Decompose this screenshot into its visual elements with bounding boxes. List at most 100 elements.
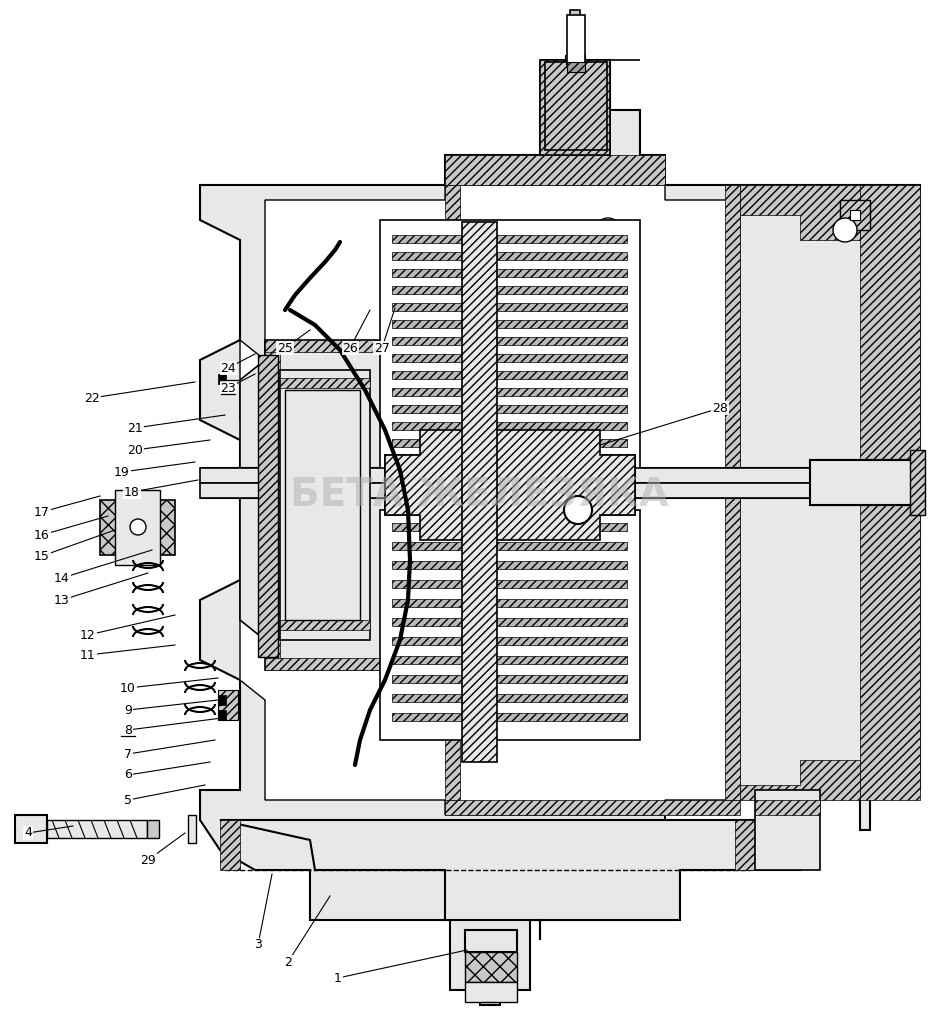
Bar (465, 952, 517, 982)
Text: 26: 26 (342, 341, 358, 355)
Text: 16: 16 (34, 529, 50, 542)
Text: 3: 3 (254, 938, 262, 951)
Text: 7: 7 (124, 748, 132, 761)
Text: 20: 20 (127, 444, 143, 457)
Bar (392, 456, 627, 464)
Bar (392, 580, 627, 588)
Bar (392, 252, 627, 260)
Bar (810, 460, 925, 505)
Bar (392, 523, 627, 531)
Polygon shape (240, 340, 460, 670)
Bar (567, 62, 585, 72)
Text: 19: 19 (114, 466, 129, 478)
Bar (280, 370, 370, 640)
Bar (445, 155, 665, 185)
Bar (860, 185, 920, 800)
Text: 23: 23 (220, 382, 236, 394)
Bar (850, 210, 860, 220)
Bar (218, 690, 238, 720)
Text: 1: 1 (334, 971, 342, 985)
Bar (15, 815, 47, 843)
Bar (392, 388, 627, 396)
Text: 13: 13 (54, 594, 69, 607)
Bar (445, 800, 740, 815)
Bar (392, 561, 627, 569)
Text: 27: 27 (374, 341, 390, 355)
Bar (392, 542, 627, 550)
Bar (392, 337, 627, 345)
Bar (392, 713, 627, 721)
Bar (755, 790, 820, 870)
Text: 14: 14 (54, 571, 69, 585)
Text: 9: 9 (124, 703, 132, 716)
Text: 29: 29 (140, 854, 156, 866)
Bar (47, 820, 147, 838)
Text: 28: 28 (712, 401, 728, 414)
Bar (445, 185, 460, 800)
Bar (285, 390, 360, 620)
Bar (392, 637, 627, 645)
Bar (462, 222, 497, 762)
Bar (540, 60, 610, 155)
Polygon shape (200, 60, 920, 1005)
Bar (280, 378, 370, 388)
Circle shape (833, 218, 857, 242)
Text: 18: 18 (124, 485, 140, 498)
Bar (567, 15, 585, 65)
Text: 22: 22 (84, 391, 100, 404)
Bar (392, 371, 627, 379)
Text: 15: 15 (34, 549, 50, 562)
Bar (392, 675, 627, 683)
Bar (725, 185, 740, 800)
Bar (465, 982, 517, 1002)
Text: 25: 25 (277, 341, 293, 355)
Text: 4: 4 (24, 827, 32, 840)
Circle shape (596, 218, 620, 242)
Text: 8: 8 (124, 723, 132, 736)
Bar (218, 710, 226, 720)
Bar (392, 439, 627, 447)
Text: 5: 5 (124, 793, 132, 806)
Bar (200, 483, 810, 498)
Bar (392, 320, 627, 328)
Bar (392, 354, 627, 362)
Bar (265, 658, 460, 670)
Bar (380, 510, 640, 741)
Bar (545, 62, 607, 150)
Bar (392, 599, 627, 607)
Bar (220, 820, 240, 870)
Bar (755, 800, 820, 815)
Polygon shape (740, 760, 860, 800)
Text: 17: 17 (34, 505, 50, 519)
Text: 21: 21 (128, 421, 143, 435)
Text: 2: 2 (284, 955, 292, 968)
Bar (218, 695, 226, 705)
Polygon shape (740, 185, 860, 240)
Bar (392, 618, 627, 626)
Bar (840, 200, 870, 230)
Text: 10: 10 (120, 682, 136, 695)
Circle shape (564, 496, 592, 524)
Text: 6: 6 (124, 769, 132, 781)
Bar (570, 10, 580, 60)
Bar (392, 656, 627, 664)
Bar (392, 405, 627, 413)
Bar (115, 490, 160, 565)
Text: 12: 12 (80, 628, 96, 641)
Bar (380, 220, 640, 480)
Bar (565, 55, 585, 60)
Bar (465, 930, 517, 952)
Bar (188, 815, 196, 843)
Text: 24: 24 (220, 362, 236, 375)
Bar (392, 269, 627, 277)
Bar (392, 235, 627, 243)
Polygon shape (385, 455, 635, 515)
Bar (258, 355, 278, 657)
Bar (445, 340, 460, 670)
Bar (147, 820, 159, 838)
Bar (392, 303, 627, 311)
Text: БЕТА ЖЕЛЕЗЯКА: БЕТА ЖЕЛЕЗЯКА (290, 476, 669, 514)
Text: 11: 11 (80, 648, 96, 661)
Bar (392, 422, 627, 430)
Bar (218, 374, 226, 384)
